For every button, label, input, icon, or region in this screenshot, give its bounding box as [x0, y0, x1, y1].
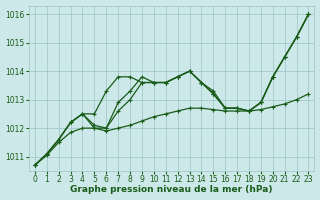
- X-axis label: Graphe pression niveau de la mer (hPa): Graphe pression niveau de la mer (hPa): [70, 185, 273, 194]
